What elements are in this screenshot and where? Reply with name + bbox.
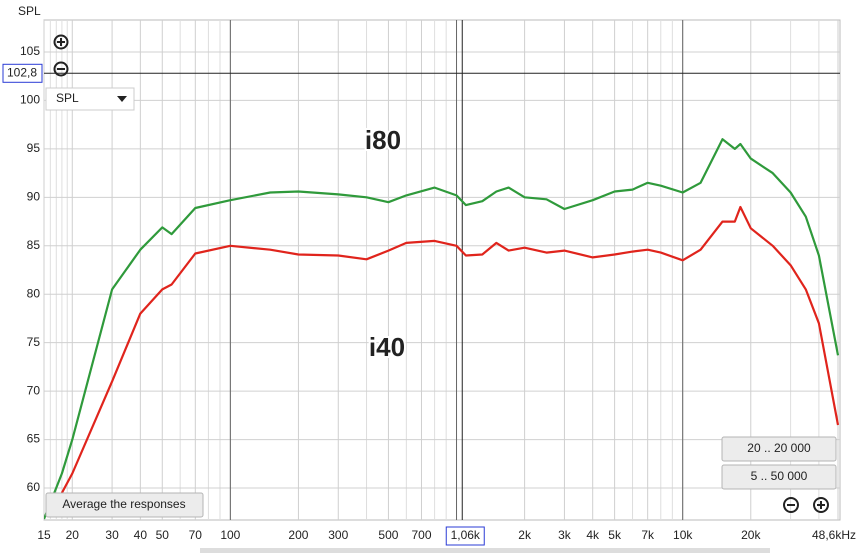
y-tick-label: 90 bbox=[27, 189, 41, 203]
x-tick-label: 7k bbox=[641, 528, 655, 542]
y-axis-label: SPL bbox=[18, 4, 41, 18]
zoom-in-icon[interactable] bbox=[53, 34, 69, 50]
y-tick-label: 75 bbox=[27, 335, 41, 349]
x-tick-label: 200 bbox=[288, 528, 308, 542]
x-tick-label: 20 bbox=[66, 528, 80, 542]
dropdown[interactable] bbox=[45, 87, 135, 111]
x-tick-label: 500 bbox=[378, 528, 398, 542]
plot-area bbox=[43, 19, 841, 521]
y-tick-label: 70 bbox=[27, 383, 41, 397]
cursor-x-label: 1,06k bbox=[451, 528, 481, 542]
y-tick-label: 95 bbox=[27, 141, 41, 155]
range-button[interactable] bbox=[721, 464, 837, 490]
range-button-label: 20 .. 20 000 bbox=[747, 441, 811, 455]
scrollbar[interactable] bbox=[200, 548, 770, 553]
y-tick-label: 105 bbox=[20, 44, 40, 58]
x-tick-label: 10k bbox=[673, 528, 693, 542]
x-tick-label: 70 bbox=[189, 528, 203, 542]
zoom-in-icon[interactable] bbox=[813, 497, 829, 513]
cursor-y-label: 102,8 bbox=[7, 65, 37, 79]
x-tick-label: 300 bbox=[328, 528, 348, 542]
x-tick-label: 100 bbox=[220, 528, 240, 542]
x-tick-label: 2k bbox=[518, 528, 532, 542]
series-label: i40 bbox=[369, 332, 405, 362]
range-button[interactable] bbox=[721, 436, 837, 462]
cursor-label-box bbox=[445, 526, 485, 546]
cursor-label-box bbox=[2, 63, 43, 83]
zoom-out-icon[interactable] bbox=[783, 497, 799, 513]
y-tick-label: 60 bbox=[27, 480, 41, 494]
x-tick-label: 50 bbox=[156, 528, 170, 542]
y-tick-label: 85 bbox=[27, 238, 41, 252]
x-tick-label: 30 bbox=[105, 528, 119, 542]
range-button-label: 5 .. 50 000 bbox=[751, 469, 808, 483]
y-tick-label: 80 bbox=[27, 286, 41, 300]
series-line bbox=[60, 205, 840, 494]
x-tick-label: 700 bbox=[411, 528, 431, 542]
x-tick-label: 15 bbox=[37, 528, 51, 542]
y-tick-label: 65 bbox=[27, 432, 41, 446]
x-tick-label: 3k bbox=[558, 528, 572, 542]
average-button[interactable] bbox=[45, 492, 204, 518]
y-tick-label: 100 bbox=[20, 93, 40, 107]
x-tick-label: 40 bbox=[134, 528, 148, 542]
dropdown-label: SPL bbox=[56, 91, 79, 105]
x-tick-label: 4k bbox=[586, 528, 600, 542]
zoom-out-icon[interactable] bbox=[53, 61, 69, 77]
x-tick-label: 20k bbox=[741, 528, 761, 542]
series-label: i80 bbox=[365, 125, 401, 155]
x-tick-label: 5k bbox=[608, 528, 622, 542]
series-line bbox=[44, 138, 840, 520]
average-button-label: Average the responses bbox=[62, 497, 185, 511]
x-tick-label: 48,6kHz bbox=[812, 528, 856, 542]
